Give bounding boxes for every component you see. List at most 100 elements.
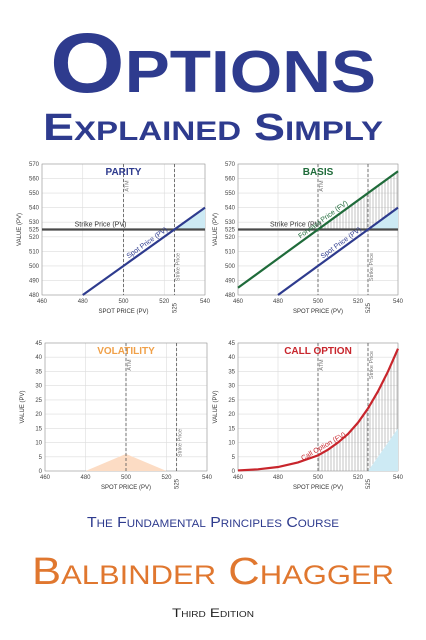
x-axis-label: SPOT PRICE (PV) — [99, 309, 149, 315]
y-tick-label: 40 — [35, 355, 42, 361]
series-label: Strike Price (PV) — [270, 222, 322, 229]
x-tick-label: 460 — [233, 299, 244, 305]
y-tick-label: 520 — [29, 235, 40, 241]
chart-title: PARITY — [106, 167, 142, 178]
reference-label: Strike Price — [369, 253, 375, 281]
y-tick-label: 30 — [35, 384, 42, 390]
y-tick-label: 525 — [225, 228, 236, 234]
x-axis-label: SPOT PRICE (PV) — [293, 309, 343, 315]
edition: Third Edition — [172, 606, 254, 620]
series-line — [277, 206, 399, 296]
y-tick-label: 560 — [225, 177, 236, 183]
x-tick-label: 525 — [172, 302, 178, 313]
x-axis-label: SPOT PRICE (PV) — [293, 485, 343, 491]
reference-label: Strike Price — [369, 351, 375, 379]
series-line — [237, 348, 400, 472]
y-axis-label: VALUE (PV) — [17, 213, 23, 246]
y-tick-label: 480 — [225, 293, 236, 299]
shaded-area — [318, 348, 398, 471]
x-tick-label: 500 — [121, 475, 132, 481]
series-label: Strike Price (PV) — [75, 222, 127, 229]
author: Balbinder Chagger — [32, 551, 394, 593]
y-tick-label: 510 — [225, 249, 236, 255]
x-tick-label: 540 — [202, 475, 213, 481]
reference-label: Strike Price — [175, 253, 181, 281]
y-tick-label: 10 — [228, 441, 235, 447]
book-subtitle: Explained Simply — [43, 107, 383, 149]
y-tick-label: 530 — [225, 220, 236, 226]
y-tick-label: 35 — [35, 369, 42, 375]
chart-title: BASIS — [303, 167, 334, 178]
x-tick-label: 500 — [313, 299, 324, 305]
x-tick-label: 540 — [393, 299, 404, 305]
chart-title: VOLATILITY — [97, 346, 155, 357]
x-tick-label: 480 — [273, 475, 284, 481]
y-tick-label: 570 — [29, 162, 40, 168]
y-tick-label: 510 — [29, 249, 40, 255]
y-tick-label: 20 — [35, 412, 42, 418]
x-tick-label: 500 — [313, 475, 324, 481]
y-tick-label: 550 — [29, 191, 40, 197]
y-tick-label: 530 — [29, 220, 40, 226]
x-tick-label: 520 — [161, 475, 172, 481]
x-tick-label: 540 — [200, 299, 211, 305]
y-tick-label: 480 — [29, 293, 40, 299]
y-tick-label: 25 — [228, 398, 235, 404]
y-tick-label: 500 — [29, 264, 40, 270]
book-title: Options — [50, 16, 376, 110]
y-tick-label: 570 — [225, 162, 236, 168]
reference-label: Strike Price — [178, 429, 184, 457]
x-tick-label: 540 — [393, 475, 404, 481]
y-tick-label: 15 — [228, 426, 235, 432]
x-tick-label: 525 — [175, 478, 181, 489]
y-tick-label: 500 — [225, 264, 236, 270]
shaded-area — [85, 453, 167, 471]
x-tick-label: 460 — [233, 475, 244, 481]
y-tick-label: 30 — [228, 384, 235, 390]
x-tick-label: 520 — [159, 299, 170, 305]
reference-label: ATM — [125, 180, 131, 192]
y-tick-label: 5 — [232, 455, 236, 461]
x-tick-label: 480 — [80, 475, 91, 481]
x-tick-label: 480 — [273, 299, 284, 305]
x-tick-label: 460 — [37, 299, 48, 305]
y-tick-label: 25 — [35, 398, 42, 404]
x-tick-label: 520 — [353, 475, 364, 481]
x-tick-label: 525 — [366, 478, 372, 489]
course-name: The Fundamental Principles Course — [87, 514, 339, 531]
y-tick-label: 525 — [29, 228, 40, 234]
y-tick-label: 550 — [225, 191, 236, 197]
x-tick-label: 520 — [353, 299, 364, 305]
y-tick-label: 490 — [29, 278, 40, 284]
y-tick-label: 45 — [35, 341, 42, 347]
y-tick-label: 540 — [225, 206, 236, 212]
y-tick-label: 20 — [228, 412, 235, 418]
reference-label: ATM — [319, 359, 325, 371]
y-tick-label: 540 — [29, 206, 40, 212]
y-axis-label: VALUE (PV) — [20, 391, 26, 424]
series-line — [82, 206, 206, 296]
y-axis-label: VALUE (PV) — [213, 213, 219, 246]
x-tick-label: 500 — [118, 299, 129, 305]
y-tick-label: 10 — [35, 441, 42, 447]
y-tick-label: 40 — [228, 355, 235, 361]
y-tick-label: 15 — [35, 426, 42, 432]
x-tick-label: 460 — [40, 475, 51, 481]
y-tick-label: 490 — [225, 278, 236, 284]
reference-label: ATM — [319, 180, 325, 192]
y-tick-label: 0 — [232, 469, 236, 475]
reference-label: ATM — [127, 359, 133, 371]
x-axis-label: SPOT PRICE (PV) — [101, 485, 151, 491]
y-tick-label: 45 — [228, 341, 235, 347]
y-tick-label: 560 — [29, 177, 40, 183]
x-tick-label: 525 — [366, 302, 372, 313]
y-axis-label: VALUE (PV) — [213, 391, 219, 424]
y-tick-label: 0 — [39, 469, 43, 475]
y-tick-label: 520 — [225, 235, 236, 241]
